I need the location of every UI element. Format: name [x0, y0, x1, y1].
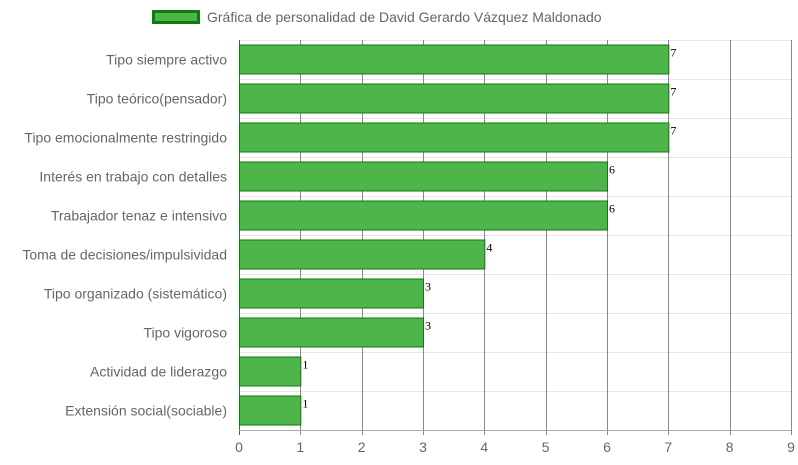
data-label: 3 [425, 319, 431, 333]
data-label: 1 [302, 358, 308, 372]
category-label: Trabajador tenaz e intensivo [51, 208, 227, 224]
horizontal-gridlines [239, 40, 791, 431]
data-label: 6 [609, 202, 615, 216]
x-tick-label: 6 [603, 439, 611, 455]
category-label: Interés en trabajo con detalles [39, 169, 227, 185]
bar [239, 317, 424, 348]
data-label: 6 [609, 163, 615, 177]
category-label: Tipo organizado (sistemático) [44, 286, 227, 302]
category-label: Tipo vigoroso [143, 325, 227, 341]
bar [239, 122, 670, 153]
bar [239, 356, 302, 387]
data-label: 3 [425, 280, 431, 294]
data-labels: 7 7 7 6 6 4 3 3 1 1 [302, 46, 676, 411]
legend-label: Gráfica de personalidad de David Gerardo… [207, 9, 602, 25]
legend-swatch [152, 10, 200, 24]
bar [239, 239, 486, 270]
category-label: Tipo emocionalmente restringido [24, 130, 227, 146]
x-tick-label: 2 [358, 439, 366, 455]
bar [239, 161, 608, 192]
data-label: 4 [486, 241, 492, 255]
chart-legend: Gráfica de personalidad de David Gerardo… [0, 0, 798, 38]
category-labels: Tipo siempre activo Tipo teórico(pensador… [22, 52, 227, 419]
data-label: 7 [670, 124, 676, 138]
x-tick-label: 5 [542, 439, 550, 455]
legend-entry[interactable]: Gráfica de personalidad de David Gerardo… [152, 9, 602, 25]
data-label: 7 [670, 46, 676, 60]
bar [239, 44, 670, 75]
x-axis-tick-labels: 0 1 2 3 4 5 6 7 8 9 [235, 439, 795, 455]
x-tick-label: 9 [787, 439, 795, 455]
bar [239, 200, 608, 231]
bar [239, 83, 670, 114]
category-label: Toma de decisiones/impulsividad [22, 247, 227, 263]
category-label: Tipo teórico(pensador) [87, 91, 227, 107]
bars [239, 44, 670, 426]
data-label: 7 [670, 85, 676, 99]
x-tick-label: 3 [419, 439, 427, 455]
x-tick-label: 1 [296, 439, 304, 455]
x-tick-label: 0 [235, 439, 243, 455]
x-tick-label: 4 [480, 439, 488, 455]
category-label: Tipo siempre activo [106, 52, 227, 68]
bar [239, 278, 424, 309]
x-tick-label: 7 [664, 439, 672, 455]
data-label: 1 [302, 397, 308, 411]
category-label: Actividad de liderazgo [90, 364, 227, 380]
x-tick-label: 8 [726, 439, 734, 455]
bar [239, 395, 302, 426]
category-label: Extensión social(sociable) [65, 403, 227, 419]
